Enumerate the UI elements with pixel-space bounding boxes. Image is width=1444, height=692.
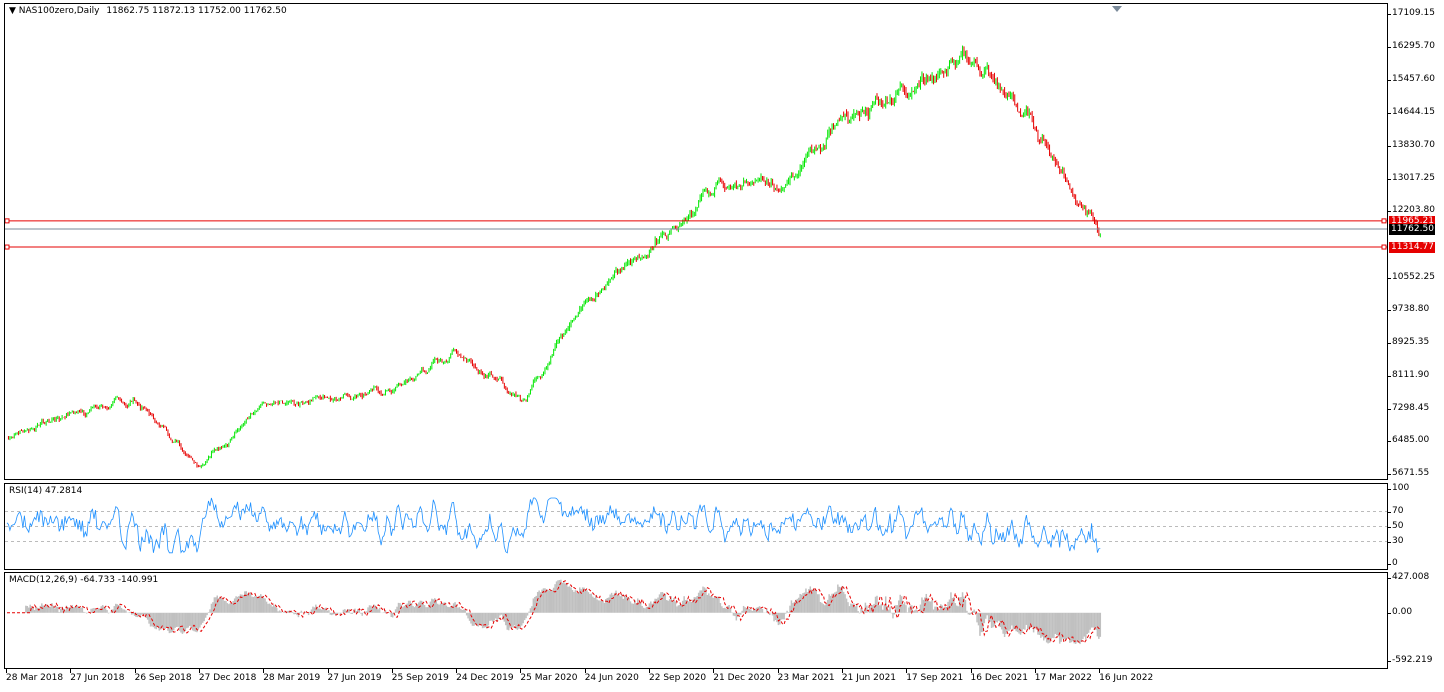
time-tick-label: 25 Mar 2020 (520, 669, 578, 683)
time-tick-label: 27 Jun 2019 (327, 669, 382, 683)
price-tick-label: 15457.60 (1388, 74, 1435, 85)
macd-tick-label: -592.219 (1387, 655, 1433, 665)
symbol-label: NAS100zero,Daily (18, 6, 100, 16)
rsi-canvas (5, 497, 1387, 554)
price-axis[interactable]: 17109.15 16295.70 15457.60 14644.15 13830.70… (1387, 3, 1444, 480)
dropdown-triangle-icon[interactable]: ▼ (9, 6, 16, 16)
macd-indicator-pane[interactable]: MACD(12,26,9) -64.733 -140.991 (4, 572, 1388, 669)
time-tick-label: 22 Sep 2020 (649, 669, 707, 683)
rsi-label: RSI(14) 47.2814 (9, 486, 83, 496)
price-tick-label: 10552.25 (1388, 271, 1435, 282)
line-handle-left (5, 244, 10, 250)
line-handle-left (5, 218, 10, 224)
price-tick-label: 6485.00 (1387, 435, 1430, 446)
time-tick-label: 21 Jun 2021 (841, 669, 897, 683)
price-tick-label: 5671.55 (1387, 468, 1430, 478)
time-tick-label: 26 Sep 2018 (134, 669, 192, 683)
rsi-line (6, 497, 1101, 554)
price-chart-canvas (5, 45, 1387, 469)
time-tick-label: 16 Jun 2022 (1099, 669, 1154, 683)
time-tick-label: 17 Sep 2021 (906, 669, 964, 683)
rsi-indicator-pane[interactable]: RSI(14) 47.2814 (4, 483, 1388, 570)
support-price-tag: 11314.77 (1389, 242, 1435, 254)
rsi-tick-label: 0 (1388, 558, 1398, 568)
price-tick-label: 14644.15 (1388, 107, 1435, 118)
price-tick-label: 16295.70 (1388, 40, 1435, 51)
macd-canvas (7, 579, 1102, 645)
current-price-tag: 11762.50 (1389, 224, 1435, 236)
macd-label: MACD(12,26,9) -64.733 -140.991 (9, 575, 159, 585)
price-tick-label: 17109.15 (1388, 8, 1435, 18)
time-tick-label: 25 Sep 2019 (391, 669, 449, 683)
line-handle-right (1381, 218, 1387, 224)
price-tick-label: 13017.25 (1388, 172, 1435, 183)
line-handle-right (1381, 244, 1387, 250)
rsi-axis: 100 70 50 30 0 (1387, 483, 1444, 570)
rsi-tick-label: 100 (1387, 483, 1410, 493)
price-tick-label: 9738.80 (1387, 304, 1430, 315)
time-tick-label: 23 Mar 2021 (777, 669, 835, 683)
time-tick-label: 17 Mar 2022 (1034, 669, 1092, 683)
time-tick-label: 24 Dec 2019 (456, 669, 514, 683)
rsi-tick-label: 70 (1387, 505, 1404, 516)
resistance-price-tag: 11965.21 (1389, 215, 1435, 227)
time-tick-label: 27 Dec 2018 (198, 669, 257, 683)
time-tick-label: 27 Jun 2018 (70, 669, 125, 683)
ohlc-values: 11862.75 11872.13 11752.00 11762.50 (106, 6, 287, 16)
chart-shift-marker-icon[interactable] (1112, 6, 1122, 12)
price-tick-label: 8925.35 (1387, 337, 1430, 348)
macd-tick-label: 0.00 (1387, 606, 1413, 617)
price-tick-label: 8111.90 (1387, 369, 1430, 380)
price-tick-label: 13830.70 (1388, 139, 1435, 150)
rsi-tick-label: 30 (1387, 535, 1404, 546)
rsi-tick-label: 50 (1387, 520, 1404, 531)
symbol-header: ▼ NAS100zero,Daily 11862.75 11872.13 117… (9, 6, 287, 16)
price-tick-label: 7298.45 (1387, 402, 1430, 413)
time-axis[interactable]: 28 Mar 2018 27 Jun 2018 26 Sep 2018 27 Dec … (4, 669, 1388, 691)
time-tick-label: 21 Dec 2020 (713, 669, 771, 683)
price-chart-pane[interactable]: ▼ NAS100zero,Daily 11862.75 11872.13 117… (4, 3, 1388, 480)
macd-signal-line (7, 580, 1101, 644)
time-tick-label: 28 Mar 2019 (263, 669, 321, 683)
time-tick-label: 16 Dec 2021 (970, 669, 1028, 683)
time-tick-label: 24 Jun 2020 (584, 669, 639, 683)
time-tick-label: 28 Mar 2018 (6, 669, 64, 683)
macd-axis: 427.008 0.00 -592.219 (1387, 572, 1444, 669)
macd-tick-label: 427.008 (1387, 572, 1430, 582)
price-tick-label: 12203.80 (1388, 205, 1435, 216)
